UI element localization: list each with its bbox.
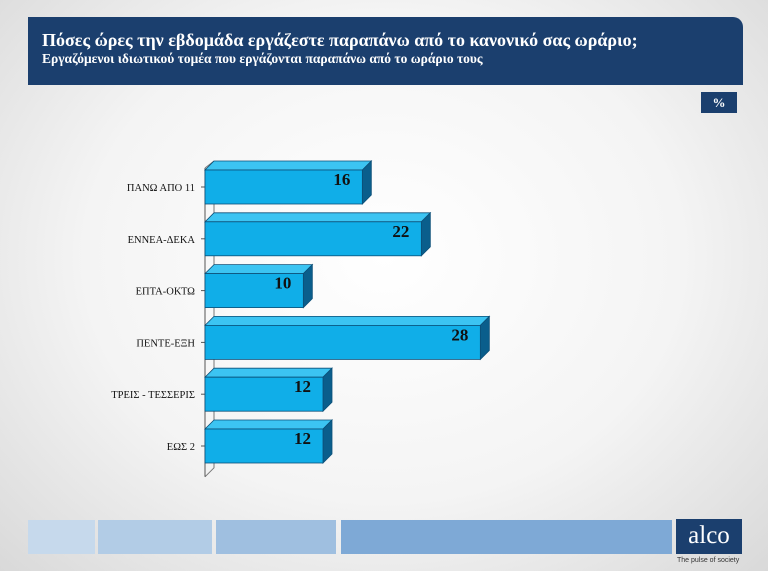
bar-top-face (204, 160, 373, 171)
bar (204, 169, 363, 205)
bar-top-face (204, 212, 432, 223)
footer-block-3 (216, 520, 336, 554)
category-label: ΕΝΝΕΑ-ΔΕΚΑ (128, 235, 196, 246)
category-label: ΤΡΕΙΣ - ΤΕΣΣΕΡΙΣ (111, 390, 195, 401)
axis-back-wall (204, 161, 215, 478)
unit-badge: % (701, 92, 737, 113)
bar (204, 428, 324, 464)
data-label: 12 (294, 377, 311, 396)
data-label: 12 (294, 429, 311, 448)
data-label: 28 (451, 325, 468, 344)
bar (204, 221, 422, 257)
logo-tagline: The pulse of society (677, 557, 740, 564)
alco-logo: alco (676, 519, 742, 554)
bar (204, 273, 304, 309)
category-label: ΠΕΝΤΕ-ΕΞΗ (136, 338, 195, 349)
bar-top-face (204, 419, 333, 430)
header-banner: Πόσες ώρες την εβδομάδα εργάζεστε παραπά… (28, 17, 743, 85)
category-label: ΠΑΝΩ ΑΠΟ 11 (127, 183, 195, 194)
data-label: 10 (274, 274, 291, 293)
category-label: ΕΠΤΑ-ΟΚΤΩ (136, 287, 196, 298)
page-title: Πόσες ώρες την εβδομάδα εργάζεστε παραπά… (42, 30, 638, 50)
bar (204, 324, 481, 360)
footer-block-4 (341, 520, 672, 554)
category-label: ΕΩΣ 2 (167, 442, 195, 453)
footer-block-1 (28, 520, 95, 554)
bar-top-face (204, 367, 333, 378)
page-subtitle: Εργαζόμενοι ιδιωτικού τομέα που εργάζοντ… (42, 51, 483, 66)
bar-top-face (204, 315, 491, 326)
bar (204, 376, 324, 412)
bar-chart: 16 ΠΑΝΩ ΑΠΟ 11 22 ΕΝΝΕΑ-ΔΕΚΑ 10 ΕΠΤΑ-ΟΚΤΩ 28 ΠΕ… (111, 160, 491, 478)
bar-top-face (204, 264, 314, 275)
footer-block-2 (98, 520, 212, 554)
data-label: 22 (392, 222, 409, 241)
data-label: 16 (333, 170, 350, 189)
